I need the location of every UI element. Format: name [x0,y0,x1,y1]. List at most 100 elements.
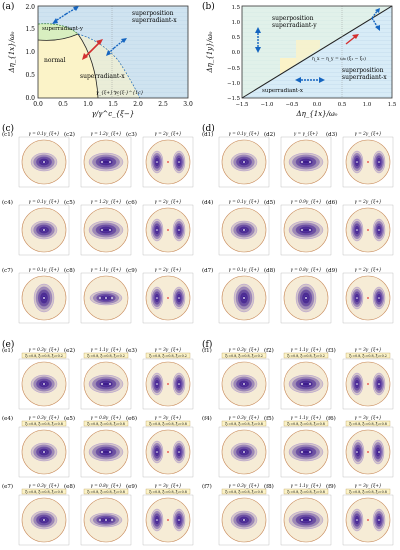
plot-id: (f3) [326,347,336,354]
plot-id: (c1) [2,131,13,138]
peak-marker [43,451,45,453]
plot-id: (c6) [126,199,137,206]
plot-title: γ = 2γ_{ξ+} [154,199,181,204]
plot-frame [342,358,394,410]
peak-marker [301,229,303,231]
plot-id: (e6) [126,415,137,422]
peak-marker [43,161,45,163]
distribution-plot: (f2) γ = 1.1γ_{ξ+} ξ₁=0.8, ξ₂=0.8, ξ₃=0.2 [264,347,332,410]
boundary-curve-2 [37,23,79,35]
peak-marker [243,161,245,163]
plot-frame [18,272,70,324]
xtick: 3.0 [183,101,193,108]
distribution-plot: (d4) γ = 0.1γ_{ξ+} [202,199,270,256]
label-formula: η_x − η_y = ω₀ (ξ₁ − ξ₂) [312,55,366,62]
params-box [83,488,129,495]
params-box [83,420,129,427]
density-contour [102,450,110,454]
peak-marker [243,297,245,299]
plot-frame [80,272,132,324]
params-text: ξ₁=0.8, ξ₂=0.8, ξ₃=0.8 [149,422,187,426]
plot-id: (e4) [2,415,13,422]
label-sup-y-2: superradiant-y [272,22,317,29]
peak-marker [309,161,311,163]
plot-title: γ = 3γ_{ξ+} [354,483,381,488]
peak-marker [378,519,380,521]
plot-frame [218,136,270,188]
peak-marker [101,451,103,453]
peak-marker [109,383,111,385]
plot-id: (e8) [64,483,75,490]
plot-frame [80,204,132,256]
group-d-svg: (d)(d1) γ = 0.1γ_{ξ+} (d2) γ = γ_{ξ+} (d3) γ … [202,123,394,324]
distribution-plot: (e4) γ = 0.3γ_{ξ+} ξ₁=0.8, ξ₂=0.8, ξ₃=0.8 [2,415,70,478]
params-box [145,420,191,427]
label-sup-x-2: superradiant-x [342,74,387,81]
plot-id: (d5) [264,199,275,206]
distribution-plot: (d7) γ = 0.1γ_{ξ+} [202,267,270,324]
params-text: ξ₁=0.8, ξ₂=0.8, ξ₃=0.8 [149,490,187,494]
label-superradiant-y: superradiant-y [42,26,84,32]
plot-frame [18,204,70,256]
peak-marker [301,451,303,453]
distribution-plot: (e8) γ = 0.8γ_{ξ+} ξ₁=0.8, ξ₂=0.8, ξ₃=0.8 [64,483,132,546]
center-marker [367,451,369,453]
xtick: −1.5 [236,102,249,108]
region-superradiant-x [78,34,140,98]
distribution-plot: (c5) γ = 1.2γ_{ξ+} [64,199,132,256]
distribution-plot: (e5) γ = 0.8γ_{ξ+} ξ₁=0.8, ξ₂=0.8, ξ₃=0.8 [64,415,132,478]
panel-b: (b) superposition superradiant-y superpo… [200,0,400,120]
distribution-plot: (c9) γ = 2γ_{ξ+} [126,267,194,324]
plot-frame [142,136,194,188]
peak-marker [309,229,311,231]
plot-id: (d6) [326,199,337,206]
group-tag: (d) [202,123,215,134]
plot-title: γ = 0.9γ_{ξ+} [290,199,321,204]
plot-id: (e9) [126,483,137,490]
plot-frame [218,358,270,410]
peak-marker [301,519,303,521]
params-box [283,488,329,495]
plot-id: (f9) [326,483,336,490]
ytick: 1.5 [25,26,35,33]
params-text: ξ₁=0.8, ξ₂=0.8, ξ₃=0.2 [225,354,263,358]
plot-title: γ = 1.2γ_{ξ+} [90,131,121,136]
plot-title: γ = 1.1γ_{ξ+} [290,483,321,488]
distribution-plot: (c6) γ = 2γ_{ξ+} [126,199,194,256]
label-superradiant-x-top: superradiant-x [132,17,177,24]
plot-frame [142,204,194,256]
ytick: −1.0 [227,81,240,87]
plot-title: γ = 0.3γ_{ξ+} [228,483,259,488]
plot-title: γ = 0.3γ_{ξ+} [28,347,59,352]
plot-title: γ = 2γ_{ξ+} [354,131,381,136]
plot-title: γ = 0.8γ_{ξ+} [90,415,121,420]
xtick: 0.5 [338,102,346,108]
distribution-plot: (f9) γ = 3γ_{ξ+} ξ₁=0.8, ξ₂=0.8, ξ₃=0.8 [326,483,394,546]
distribution-plot: (d2) γ = γ_{ξ+} [264,131,332,188]
plot-id: (c5) [64,199,75,206]
peak-marker [356,451,358,453]
peak-marker [43,519,45,521]
panel-b-ylabel: Δη_{1y}/ω₀ [206,31,214,73]
label-normal: normal [44,57,66,64]
arrow-red [82,39,103,60]
center-marker [167,229,169,231]
group-tag: (e) [2,339,14,350]
plot-title: γ = 3γ_{ξ+} [354,415,381,420]
plot-title: γ = 2γ_{ξ+} [354,199,381,204]
plot-frame [342,204,394,256]
plot-id: (c7) [2,267,13,274]
plot-frame [80,494,132,546]
params-box [145,352,191,359]
plot-frame [80,426,132,478]
plot-frame [18,358,70,410]
distribution-plot: (f1) γ = 0.3γ_{ξ+} ξ₁=0.8, ξ₂=0.8, ξ₃=0.2 [202,347,270,410]
plot-id: (f1) [202,347,212,354]
panel-b-yticks: −1.5 −1.0 −0.5 0.0 0.5 1.0 1.5 [227,5,240,102]
peak-marker [156,229,158,231]
distribution-plot: (d6) γ = 2γ_{ξ+} [326,199,394,256]
panel-b-tag: (b) [202,1,215,12]
center-marker [367,161,369,163]
peak-marker [156,451,158,453]
peak-marker [156,161,158,163]
